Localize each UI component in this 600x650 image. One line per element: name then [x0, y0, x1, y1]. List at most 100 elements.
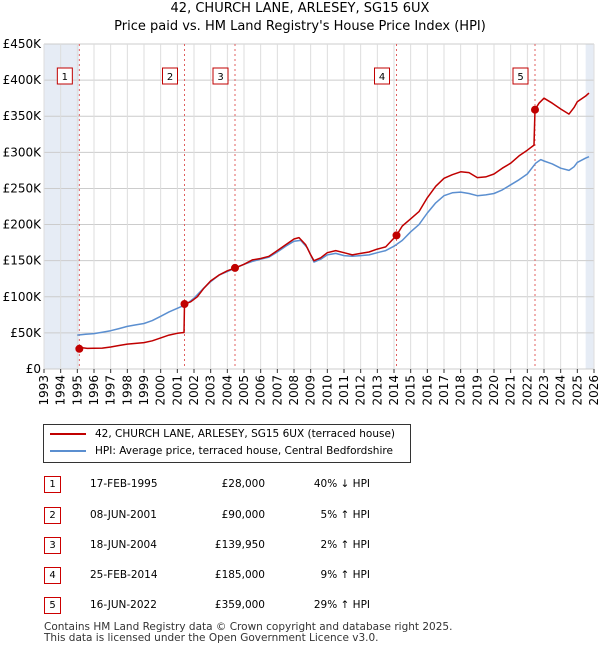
sale-label-box [56, 67, 73, 85]
sale-date: 08-JUN-2001 [90, 509, 157, 521]
sale-point [180, 300, 189, 308]
sale-price: £359,000 [214, 599, 265, 611]
x-tick-label: 2014 [387, 375, 401, 406]
legend: 42, CHURCH LANE, ARLESEY, SG15 6UX (terr… [43, 424, 411, 463]
sale-price: £185,000 [214, 569, 265, 581]
sale-number-badge: 1 [44, 476, 61, 493]
sale-point [231, 263, 239, 272]
x-tick-label: 2015 [404, 375, 418, 406]
x-tick-label: 2019 [470, 375, 484, 406]
footer-copyright: Contains HM Land Registry data © Crown c… [44, 621, 453, 633]
sale-number-badge: 5 [44, 597, 61, 614]
x-tick-label: 2004 [220, 375, 234, 406]
property-price-line [79, 92, 590, 350]
x-tick-label: 1993 [37, 375, 51, 406]
x-tick-label: 2003 [204, 375, 218, 406]
shaded-range [585, 44, 594, 369]
sale-label-number: 2 [167, 72, 173, 83]
table-row: 2 08-JUN-2001 £90,000 5% ↑ HPI [0, 507, 600, 531]
x-tick-label: 2009 [304, 375, 318, 406]
sale-date: 17-FEB-1995 [90, 478, 158, 490]
y-tick-label: £450K [3, 37, 43, 51]
x-tick-label: 1996 [87, 375, 101, 406]
footer-licence: This data is licensed under the Open Gov… [44, 632, 379, 644]
x-tick-label: 2022 [520, 375, 534, 406]
x-tick-label: 2016 [420, 375, 434, 406]
price-chart: 1 2 3 4 5 £0 £50K £100K £150K £200K £250K £300K £35… [3, 37, 600, 406]
x-tick-label: 2010 [320, 375, 334, 406]
sale-price: £28,000 [221, 478, 265, 490]
table-row: 5 16-JUN-2022 £359,000 29% ↑ HPI [0, 597, 600, 621]
sale-label-box [374, 67, 390, 85]
hpi-line [77, 156, 590, 336]
x-tick-label: 2007 [270, 375, 284, 406]
legend-label-property: 42, CHURCH LANE, ARLESEY, SG15 6UX (terr… [95, 428, 396, 440]
x-tick-label: 2018 [454, 375, 468, 406]
legend-swatch-hpi [50, 450, 86, 452]
x-tick-label: 2001 [170, 375, 184, 406]
x-tick-label: 2026 [587, 375, 600, 406]
sale-hpi-diff: 9% ↑ HPI [320, 569, 370, 581]
sale-hpi-diff: 2% ↑ HPI [320, 539, 370, 551]
legend-item-hpi: HPI: Average price, terraced house, Cent… [50, 445, 393, 461]
y-tick-label: £100K [3, 290, 43, 304]
sale-price: £139,950 [214, 539, 265, 551]
x-tick-label: 2023 [537, 375, 551, 406]
sale-label-number: 3 [217, 72, 223, 83]
y-tick-label: £350K [3, 109, 43, 123]
x-tick-label: 2021 [504, 375, 518, 406]
sale-label-box [162, 67, 178, 85]
x-tick-label: 2017 [437, 375, 451, 406]
sale-date: 25-FEB-2014 [90, 569, 158, 581]
x-tick-label: 1998 [120, 375, 134, 406]
x-tick-label: 2012 [354, 375, 368, 406]
sale-point [531, 105, 539, 114]
sale-hpi-diff: 40% ↓ HPI [313, 478, 370, 490]
x-tick-label: 2024 [554, 375, 568, 406]
sale-number-badge: 4 [44, 567, 61, 584]
sale-label-number: 5 [517, 72, 523, 83]
x-tick-label: 2005 [237, 375, 251, 406]
x-tick-label: 2000 [154, 375, 168, 406]
y-tick-label: £400K [3, 73, 43, 87]
shaded-range [44, 44, 80, 369]
x-tick-label: 2020 [487, 375, 501, 406]
sale-price: £90,000 [221, 509, 265, 521]
legend-label-hpi: HPI: Average price, terraced house, Cent… [95, 445, 393, 457]
sale-date: 16-JUN-2022 [90, 599, 157, 611]
sale-hpi-diff: 5% ↑ HPI [320, 509, 370, 521]
x-tick-label: 2002 [187, 375, 201, 406]
sale-number-badge: 3 [44, 537, 61, 554]
y-tick-label: £0 [26, 362, 41, 376]
x-tick-label: 1994 [54, 375, 68, 406]
table-row: 3 18-JUN-2004 £139,950 2% ↑ HPI [0, 537, 600, 561]
x-tick-label: 1997 [104, 375, 118, 406]
chart-title: 42, CHURCH LANE, ARLESEY, SG15 6UX [170, 1, 430, 16]
sale-label-box [512, 67, 529, 85]
x-tick-label: 2013 [370, 375, 384, 406]
table-row: 4 25-FEB-2014 £185,000 9% ↑ HPI [0, 567, 600, 591]
plot-area [44, 44, 594, 369]
x-tick-label: 2006 [254, 375, 268, 406]
x-tick-label: 1995 [70, 375, 84, 406]
sale-point [75, 344, 84, 353]
sale-number-badge: 2 [44, 507, 61, 524]
y-tick-label: £250K [3, 181, 43, 195]
legend-item-property: 42, CHURCH LANE, ARLESEY, SG15 6UX (terr… [50, 428, 395, 444]
sale-label-number: 4 [379, 72, 385, 83]
x-tick-label: 2008 [287, 375, 301, 406]
y-tick-label: £150K [3, 254, 43, 268]
sale-hpi-diff: 29% ↑ HPI [313, 599, 370, 611]
sale-label-box [212, 67, 229, 85]
sale-point [392, 231, 401, 240]
sale-date: 18-JUN-2004 [90, 539, 157, 551]
x-tick-label: 2011 [337, 375, 351, 406]
y-tick-label: £200K [3, 218, 43, 232]
table-row: 1 17-FEB-1995 £28,000 40% ↓ HPI [0, 476, 600, 500]
y-tick-label: £300K [3, 145, 43, 159]
sale-label-number: 1 [62, 72, 68, 83]
footer: Contains HM Land Registry data © Crown c… [44, 622, 452, 644]
x-tick-label: 2025 [570, 375, 584, 406]
x-tick-label: 1999 [137, 375, 151, 406]
legend-swatch-property [50, 433, 86, 435]
